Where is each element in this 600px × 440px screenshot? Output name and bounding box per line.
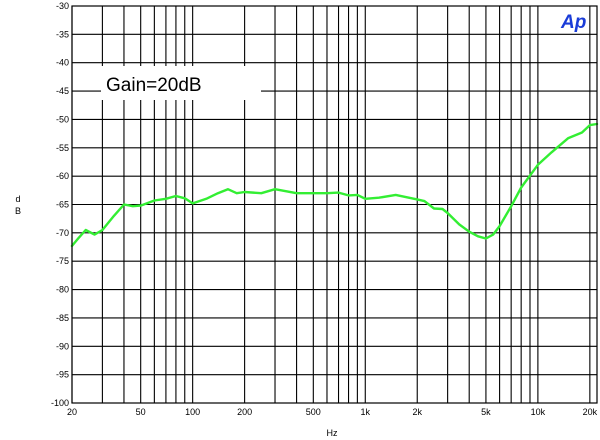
x-tick-label: 200 — [237, 407, 252, 417]
y-tick-label: -60 — [56, 171, 69, 181]
y-axis-title-line2: B — [15, 206, 21, 216]
ap-logo: Ap — [560, 12, 586, 33]
y-tick-label: -75 — [56, 256, 69, 266]
x-tick-label: 100 — [185, 407, 200, 417]
y-tick-label: -35 — [56, 29, 69, 39]
x-tick-label: 500 — [306, 407, 321, 417]
annotation-gain: Gain=20dB — [106, 75, 202, 96]
x-tick-label: 50 — [136, 407, 146, 417]
y-tick-label: -40 — [56, 58, 69, 68]
y-tick-label: -85 — [56, 313, 69, 323]
y-tick-label: -80 — [56, 285, 69, 295]
y-axis-title-line1: d — [15, 194, 20, 204]
y-tick-label: -70 — [56, 228, 69, 238]
y-tick-label: -100 — [51, 398, 69, 408]
x-tick-label: 20 — [67, 407, 77, 417]
plot-frame — [71, 5, 598, 404]
series-layer — [70, 122, 599, 248]
annotation-layer: Gain=20dB Ap — [101, 12, 586, 100]
x-tick-label: 10k — [531, 407, 546, 417]
annotation-box — [101, 66, 261, 100]
tick-labels: -30 -35 -40 -45 -50 -55 -60 -65 -70 -75 -80 -85 -90 -… — [51, 1, 598, 417]
x-tick-label: 2k — [412, 407, 422, 417]
y-tick-label: -50 — [56, 114, 69, 124]
x-tick-label: 20k — [583, 407, 598, 417]
x-tick-label: 5k — [481, 407, 491, 417]
y-tick-label: -90 — [56, 341, 69, 351]
series-line — [70, 122, 599, 248]
y-tick-label: -30 — [56, 1, 69, 11]
x-tick-label: 1k — [361, 407, 371, 417]
x-axis-title: Hz — [327, 428, 338, 438]
y-tick-label: -65 — [56, 200, 69, 210]
y-tick-label: -95 — [56, 370, 69, 380]
y-tick-label: -55 — [56, 143, 69, 153]
y-tick-label: -45 — [56, 86, 69, 96]
